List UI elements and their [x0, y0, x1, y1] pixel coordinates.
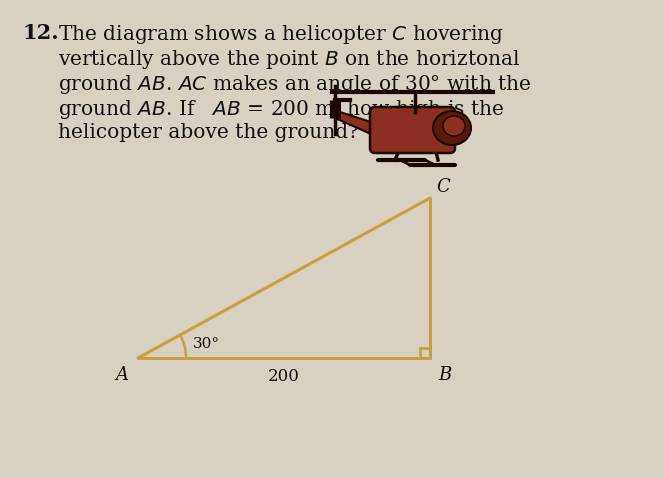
Text: helicopter above the ground?: helicopter above the ground?	[58, 123, 359, 142]
Text: ground $AB$. If   $AB$ = 200 m, how high is the: ground $AB$. If $AB$ = 200 m, how high i…	[58, 98, 504, 121]
Ellipse shape	[443, 116, 465, 136]
Ellipse shape	[433, 111, 471, 145]
Text: 12.: 12.	[22, 23, 58, 43]
Text: 30°: 30°	[193, 337, 220, 351]
Text: C: C	[436, 178, 450, 196]
Text: The diagram shows a helicopter $C$ hovering: The diagram shows a helicopter $C$ hover…	[58, 23, 504, 46]
Text: B: B	[438, 366, 452, 384]
Text: 200: 200	[268, 368, 300, 385]
Text: A: A	[115, 366, 128, 384]
Text: vertically above the point $B$ on the horiztonal: vertically above the point $B$ on the ho…	[58, 48, 520, 71]
Polygon shape	[335, 112, 380, 138]
FancyBboxPatch shape	[370, 107, 455, 153]
Text: ground $AB$. $AC$ makes an angle of 30° with the: ground $AB$. $AC$ makes an angle of 30° …	[58, 73, 531, 96]
